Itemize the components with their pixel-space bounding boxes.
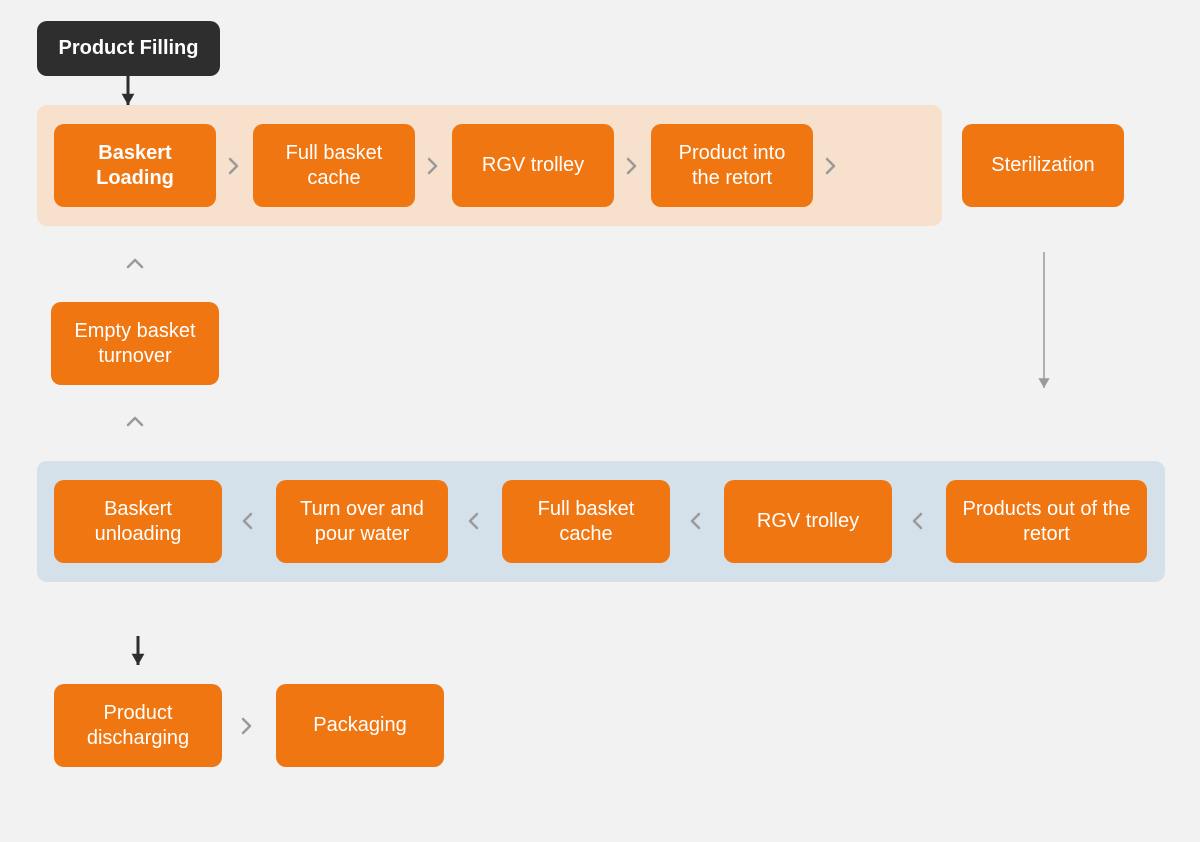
node-label: RGV trolley (757, 509, 859, 534)
node-full-basket-cache-2: Full basket cache (502, 480, 670, 563)
node-label: Packaging (313, 713, 406, 738)
node-product-discharging: Product discharging (54, 684, 222, 767)
node-product-filling: Product Filling (37, 21, 220, 76)
node-label: Full basket cache (267, 141, 401, 191)
node-label: Baskert unloading (68, 497, 208, 547)
node-label: Baskert Loading (68, 141, 202, 191)
node-label: Full basket cache (516, 497, 656, 547)
node-rgv-trolley-2: RGV trolley (724, 480, 892, 563)
node-rgv-trolley-1: RGV trolley (452, 124, 614, 207)
chevron-up-icon (125, 411, 145, 431)
node-product-into-retort: Product into the retort (651, 124, 813, 207)
node-turn-over-pour: Turn over and pour water (276, 480, 448, 563)
chevron-right-icon (237, 716, 257, 736)
node-full-basket-cache-1: Full basket cache (253, 124, 415, 207)
node-label: Sterilization (991, 153, 1094, 178)
node-label: Product into the retort (665, 141, 799, 191)
node-label: Products out of the retort (960, 497, 1133, 547)
node-basket-loading: Baskert Loading (54, 124, 216, 207)
node-label: RGV trolley (482, 153, 584, 178)
node-products-out-retort: Products out of the retort (946, 480, 1147, 563)
node-label: Product discharging (68, 701, 208, 751)
node-label: Empty basket turnover (65, 319, 205, 369)
node-sterilization: Sterilization (962, 124, 1124, 207)
node-empty-basket-turnover: Empty basket turnover (51, 302, 219, 385)
node-packaging: Packaging (276, 684, 444, 767)
node-label: Turn over and pour water (290, 497, 434, 547)
node-basket-unloading: Baskert unloading (54, 480, 222, 563)
node-label: Product Filling (59, 36, 199, 61)
chevron-up-icon (125, 253, 145, 273)
